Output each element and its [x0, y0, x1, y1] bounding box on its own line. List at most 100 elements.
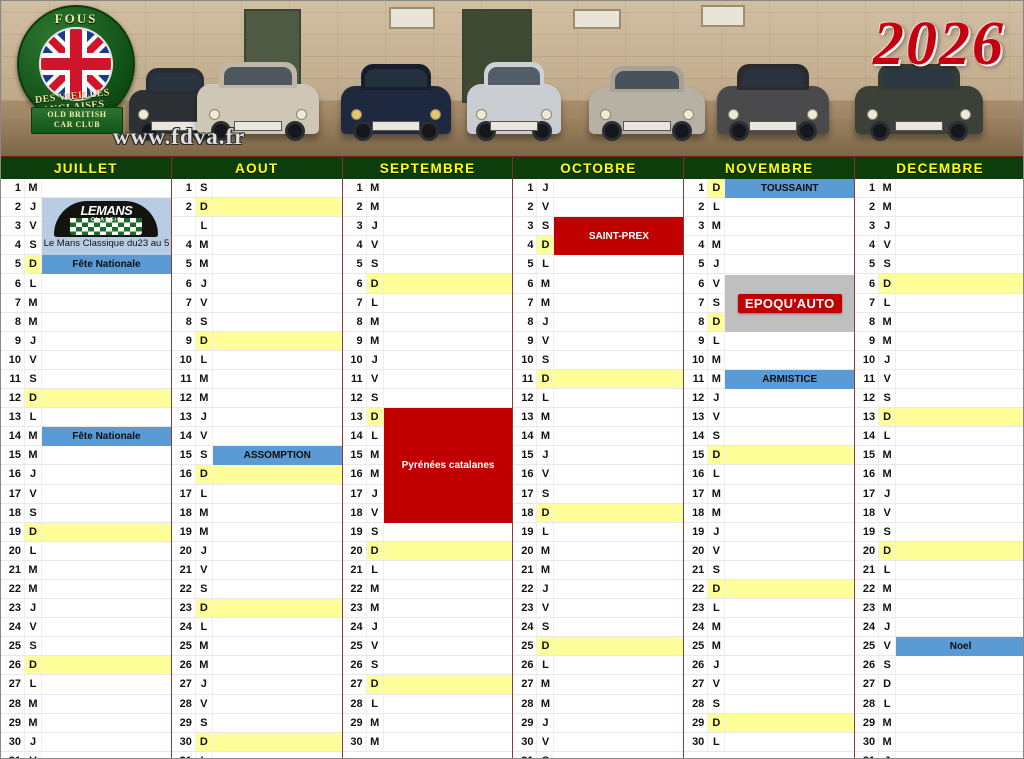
day-note-cell[interactable] — [384, 618, 513, 636]
day-note-cell[interactable] — [554, 369, 684, 389]
day-note-cell[interactable] — [213, 313, 342, 331]
day-note-cell[interactable] — [896, 561, 1023, 579]
day-row[interactable]: 18 V — [855, 503, 1023, 523]
day-note-cell[interactable] — [725, 389, 854, 407]
day-row[interactable]: 30 L — [684, 732, 855, 752]
day-note-cell[interactable] — [896, 733, 1023, 751]
day-row[interactable]: 20 D — [342, 541, 513, 561]
day-row[interactable]: 19 J — [684, 522, 855, 542]
day-note-cell[interactable] — [213, 637, 342, 655]
day-note-cell[interactable] — [213, 675, 342, 693]
day-note-cell[interactable] — [896, 675, 1023, 693]
day-note-cell[interactable] — [384, 313, 513, 331]
day-note-cell[interactable] — [42, 408, 171, 426]
day-note-cell[interactable] — [554, 580, 683, 598]
day-note-cell[interactable] — [212, 599, 342, 618]
day-row[interactable]: 22 S — [171, 579, 342, 600]
day-note-cell[interactable] — [554, 714, 683, 732]
day-note-cell[interactable] — [554, 675, 683, 693]
day-row[interactable]: 24 S — [513, 618, 684, 638]
day-row[interactable]: 18 M — [684, 503, 855, 523]
day-row[interactable]: 27 V — [684, 675, 855, 695]
day-row[interactable]: 15 M — [855, 446, 1023, 466]
day-row[interactable]: 14 V — [171, 427, 342, 447]
day-row[interactable]: 28 V — [171, 694, 342, 714]
day-note-cell[interactable] — [554, 408, 683, 426]
day-row[interactable]: 25 M — [684, 637, 855, 657]
day-row[interactable]: 18 D — [513, 503, 684, 523]
day-row[interactable]: 21 V — [171, 560, 342, 580]
day-row[interactable]: 20 L — [1, 541, 171, 561]
event-block[interactable]: Pyrénées catalanes — [383, 408, 513, 523]
day-row[interactable]: 20 V — [684, 541, 855, 561]
day-note-cell[interactable] — [42, 389, 171, 408]
day-note-cell[interactable] — [213, 542, 342, 560]
day-note-cell[interactable] — [42, 580, 171, 598]
day-note-cell[interactable] — [725, 255, 854, 273]
day-row[interactable]: 23 M — [855, 599, 1023, 619]
day-note-cell[interactable] — [384, 294, 513, 312]
day-note-cell[interactable] — [212, 198, 342, 217]
day-note-cell[interactable] — [384, 198, 513, 216]
day-row[interactable]: 29 M — [855, 713, 1023, 733]
day-note-cell[interactable] — [213, 561, 342, 579]
day-note-cell[interactable] — [383, 541, 513, 560]
day-note-cell[interactable] — [725, 465, 854, 483]
day-note-cell[interactable] — [42, 370, 171, 388]
day-row[interactable]: 21 M — [513, 560, 684, 580]
day-row[interactable]: 13 V — [684, 408, 855, 428]
day-note-cell[interactable] — [896, 618, 1023, 636]
day-note-cell[interactable] — [384, 236, 513, 254]
day-row[interactable]: 22 M — [342, 579, 513, 600]
day-row[interactable]: 22 M — [855, 579, 1023, 600]
day-note-cell[interactable] — [213, 618, 342, 636]
day-note-cell[interactable] — [725, 713, 855, 732]
day-row[interactable]: 10 S — [513, 350, 684, 370]
day-row[interactable]: 28 M — [513, 694, 684, 714]
month-title-septembre[interactable]: SEPTEMBRE — [343, 157, 514, 179]
day-row[interactable]: 11 V — [855, 369, 1023, 390]
day-note-cell[interactable] — [384, 351, 513, 369]
day-row[interactable]: 15 M — [1, 446, 171, 466]
day-note-cell[interactable] — [554, 179, 683, 197]
month-title-juillet[interactable]: JUILLET — [1, 157, 172, 179]
day-row[interactable]: 29 M — [342, 713, 513, 733]
day-row[interactable]: 28 S — [684, 694, 855, 714]
day-note-cell[interactable] — [213, 236, 342, 254]
day-note-cell[interactable] — [554, 542, 683, 560]
day-row[interactable]: 26 M — [171, 656, 342, 676]
day-note-cell[interactable] — [554, 561, 683, 579]
day-note-cell[interactable] — [896, 485, 1023, 503]
day-row[interactable]: 17 M — [684, 484, 855, 504]
day-row[interactable]: 13 M — [513, 408, 684, 428]
day-row[interactable]: 21 L — [855, 560, 1023, 580]
day-note-cell[interactable] — [554, 656, 683, 674]
day-row[interactable]: 15 D — [684, 446, 855, 466]
day-row[interactable]: 10 V — [1, 350, 171, 370]
day-note-cell[interactable] — [725, 351, 854, 369]
day-note-cell[interactable] — [725, 637, 854, 655]
day-note-cell[interactable] — [896, 179, 1023, 197]
day-note-cell[interactable] — [896, 313, 1023, 331]
day-note-cell[interactable] — [42, 733, 171, 751]
day-note-cell[interactable] — [725, 504, 854, 522]
day-row[interactable]: 20 M — [513, 541, 684, 561]
event-block[interactable]: ASSOMPTION — [212, 446, 342, 466]
day-row[interactable]: 29 M — [1, 713, 171, 733]
day-row[interactable]: 20 J — [171, 541, 342, 561]
day-note-cell[interactable] — [212, 732, 342, 751]
day-row[interactable]: 24 J — [342, 618, 513, 638]
